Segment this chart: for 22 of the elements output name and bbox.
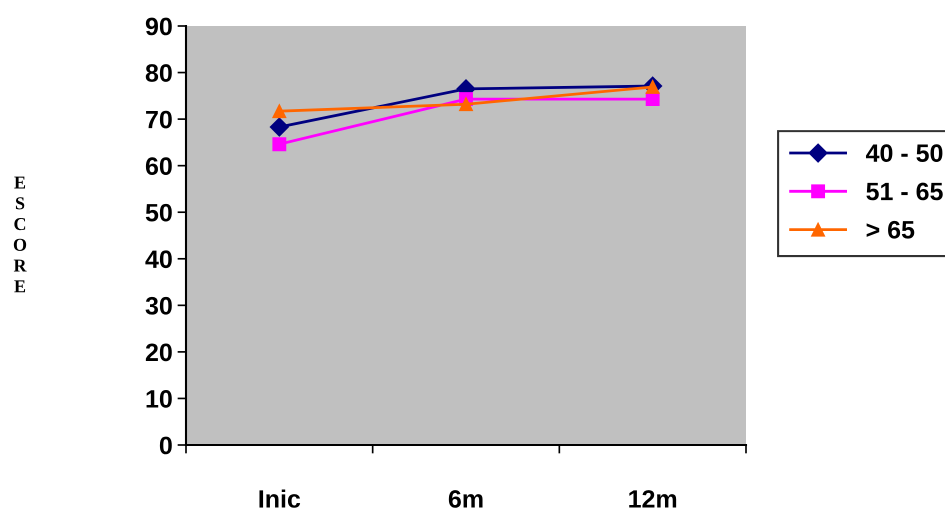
y-tick-label: 10 [146,390,172,408]
y-tick-label: 90 [146,18,172,36]
x-tick-label: 12m [629,490,676,508]
legend-label: 51 - 65 [866,182,943,200]
text: ESCORE [14,176,27,292]
y-tick-label: 60 [146,157,172,175]
y-tick-label: 50 [146,204,172,222]
point [459,97,473,112]
y-tick-label: 70 [146,110,172,128]
legend-label: > 65 [866,220,914,239]
point [270,117,289,137]
y-tick-label: 80 [146,64,172,82]
point [646,80,660,94]
y-tick-label: 0 [160,436,172,454]
x-tick-label: Inic [259,489,300,508]
point [272,137,286,152]
y-tick-label: 20 [146,343,172,362]
point [272,104,286,118]
y-tick-label: 40 [145,250,172,268]
y-tick-label: 30 [146,296,172,315]
x-tick-label: 6m [448,490,483,508]
legend-label: 40 - 50 [866,144,942,162]
